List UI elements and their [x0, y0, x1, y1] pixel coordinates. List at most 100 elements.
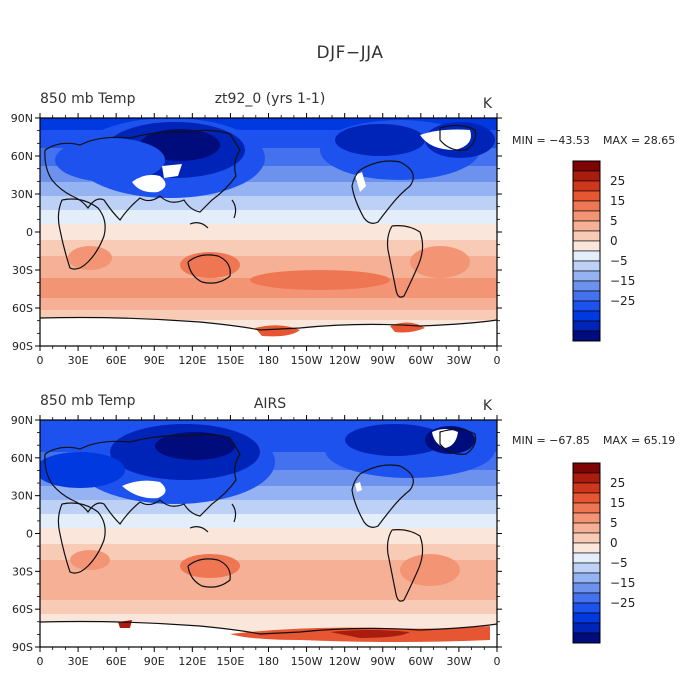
colorbar-swatch [572, 562, 601, 574]
colorbar-swatch [572, 180, 601, 192]
colorbar-swatch [572, 170, 601, 182]
lat-tick-label: 60S [12, 302, 33, 315]
colorbar-label: 15 [610, 194, 625, 208]
colorbar-observed: 25 15 5 0 −5 −15 −25 [572, 462, 635, 644]
panel-observed: 850 mb Temp AIRS K [11, 393, 676, 668]
lon-tick-label: 30E [68, 655, 89, 668]
colorbar-swatch [572, 190, 601, 202]
lat-tick-label: 90N [11, 414, 33, 427]
panel-model-max: MAX = 28.65 [603, 134, 675, 147]
panel-model-units: K [483, 96, 493, 112]
colorbar-swatch [572, 280, 601, 292]
colorbar-swatch [572, 492, 601, 504]
lon-tick-label: 0 [494, 655, 501, 668]
colorbar-label: −5 [610, 556, 628, 570]
lon-tick-label: 120E [178, 354, 206, 367]
colorbar-label: −15 [610, 576, 635, 590]
panel-observed-left-label: 850 mb Temp [40, 393, 136, 409]
colorbar-swatch [572, 220, 601, 232]
colorbar-swatch [572, 542, 601, 554]
colorbar-model: 25 15 5 0 −5 −15 −25 [572, 160, 635, 342]
colorbar-swatch [572, 210, 601, 222]
lon-tick-label: 120W [329, 354, 361, 367]
colorbar-label: −5 [610, 254, 628, 268]
colorbar-label: 5 [610, 214, 618, 228]
map-observed-field [40, 420, 497, 647]
colorbar-label: 15 [610, 496, 625, 510]
lon-tick-label: 90W [370, 655, 395, 668]
lon-tick-label: 150W [291, 354, 323, 367]
colorbar-swatch [572, 200, 601, 212]
colorbar-swatch [572, 582, 601, 594]
lon-tick-label: 120W [329, 655, 361, 668]
colorbar-label: 0 [610, 536, 618, 550]
colorbar-swatch [572, 160, 601, 172]
colorbar-label: 0 [610, 234, 618, 248]
lon-tick-label: 30W [446, 655, 471, 668]
lon-tick-label: 0 [494, 354, 501, 367]
colorbar-label: 25 [610, 476, 625, 490]
lon-tick-label: 60E [106, 655, 127, 668]
lon-tick-label: 30E [68, 354, 89, 367]
lon-tick-label: 90E [144, 354, 165, 367]
lon-tick-label: 150W [291, 655, 323, 668]
colorbar-swatch [572, 320, 601, 332]
colorbar-swatch [572, 622, 601, 634]
colorbar-label: 25 [610, 174, 625, 188]
colorbar-swatch [572, 512, 601, 524]
lat-tick-label: 90S [12, 340, 33, 353]
colorbar-swatch [572, 240, 601, 252]
lat-tick-label: 30N [11, 490, 33, 503]
lat-tick-label: 30N [11, 188, 33, 201]
lon-tick-label: 150E [216, 354, 244, 367]
colorbar-swatch [572, 532, 601, 544]
colorbar-label: −25 [610, 596, 635, 610]
lat-tick-label: 0 [26, 528, 33, 541]
panel-observed-min: MIN = −67.85 [512, 434, 590, 447]
lon-tick-label: 60W [408, 655, 433, 668]
lon-tick-label: 60E [106, 354, 127, 367]
map-model-axes: 0 30E 60E 90E 120E 150E 180 150W 120W 90W 60W 30W 09… [11, 112, 502, 367]
colorbar-label: −25 [610, 294, 635, 308]
colorbar-swatch [572, 230, 601, 242]
colorbar-swatch [572, 482, 601, 494]
colorbar-swatch [572, 260, 601, 272]
figure-title: DJF−JJA [317, 43, 384, 63]
lat-tick-label: 90S [12, 641, 33, 654]
lon-tick-label: 180 [258, 655, 279, 668]
colorbar-label: −15 [610, 274, 635, 288]
colorbar-swatch [572, 462, 601, 474]
panel-model-min: MIN = −43.53 [512, 134, 590, 147]
panel-observed-units: K [483, 398, 493, 414]
colorbar-swatch [572, 612, 601, 624]
lat-tick-label: 60S [12, 603, 33, 616]
panel-model: 850 mb Temp zt92_0 (yrs 1-1) K [11, 91, 676, 367]
lon-tick-label: 0 [37, 354, 44, 367]
colorbar-swatch [572, 250, 601, 262]
lat-tick-label: 90N [11, 112, 33, 125]
colorbar-swatch [572, 472, 601, 484]
panel-observed-max: MAX = 65.19 [603, 434, 675, 447]
lon-tick-label: 0 [37, 655, 44, 668]
lat-tick-label: 30S [12, 264, 33, 277]
colorbar-swatch [572, 502, 601, 514]
colorbar-swatch [572, 602, 601, 614]
colorbar-swatch [572, 632, 601, 644]
panel-model-center-label: zt92_0 (yrs 1-1) [215, 91, 326, 107]
colorbar-label: 5 [610, 516, 618, 530]
lon-tick-label: 120E [178, 655, 206, 668]
lat-tick-label: 60N [11, 452, 33, 465]
lat-tick-label: 30S [12, 565, 33, 578]
colorbar-swatch [572, 552, 601, 564]
colorbar-swatch [572, 310, 601, 322]
lon-tick-label: 30W [446, 354, 471, 367]
lon-tick-label: 180 [258, 354, 279, 367]
colorbar-swatch [572, 330, 601, 342]
colorbar-swatch [572, 290, 601, 302]
map-model-field [40, 118, 497, 346]
lon-tick-label: 150E [216, 655, 244, 668]
colorbar-swatch [572, 300, 601, 312]
lon-tick-label: 60W [408, 354, 433, 367]
